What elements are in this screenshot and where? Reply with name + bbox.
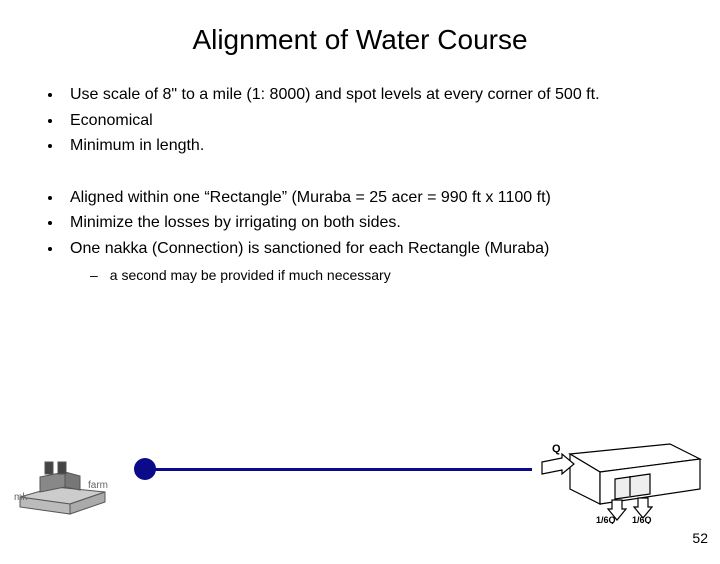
bullet-text: Use scale of 8" to a mile (1: 8000) and … xyxy=(70,84,690,106)
bullet-dot-icon xyxy=(48,196,52,200)
bullet-item: Economical xyxy=(48,110,690,132)
bullet-text: Aligned within one “Rectangle” (Muraba =… xyxy=(70,187,690,209)
bullet-item: Aligned within one “Rectangle” (Muraba =… xyxy=(48,187,690,209)
sub-bullet-text: a second may be provided if much necessa… xyxy=(110,266,391,286)
bullet-text: Minimize the losses by irrigating on bot… xyxy=(70,212,690,234)
connector-line xyxy=(152,468,532,471)
q-label-1: 1/6Q xyxy=(596,515,616,524)
q-label: Q xyxy=(552,443,561,455)
bullet-dot-icon xyxy=(48,144,52,148)
left-illustration: mk farm xyxy=(10,452,130,522)
bullet-item: Use scale of 8" to a mile (1: 8000) and … xyxy=(48,84,690,106)
left-label-farm: farm xyxy=(88,480,108,491)
bullet-item: Minimize the losses by irrigating on bot… xyxy=(48,212,690,234)
sub-bullet-item: – a second may be provided if much neces… xyxy=(90,266,690,286)
bullet-dot-icon xyxy=(48,93,52,97)
bullet-item: One nakka (Connection) is sanctioned for… xyxy=(48,238,690,260)
bullet-text: One nakka (Connection) is sanctioned for… xyxy=(70,238,690,260)
bullet-dot-icon xyxy=(48,119,52,123)
bullet-item: Minimum in length. xyxy=(48,135,690,157)
bullet-text: Economical xyxy=(70,110,690,132)
bullet-dot-icon xyxy=(48,221,52,225)
diagram-area: mk farm Q xyxy=(0,434,720,524)
slide-title: Alignment of Water Course xyxy=(0,24,720,56)
slide: Alignment of Water Course Use scale of 8… xyxy=(0,24,720,564)
dash-icon: – xyxy=(90,266,98,286)
bullet-dot-icon xyxy=(48,247,52,251)
bullet-group-1: Use scale of 8" to a mile (1: 8000) and … xyxy=(48,84,690,157)
q-label-2: 1/6Q xyxy=(632,515,652,524)
right-illustration: Q 1/6Q 1/6Q xyxy=(530,434,710,524)
bullet-text: Minimum in length. xyxy=(70,135,690,157)
bullet-group-2: Aligned within one “Rectangle” (Muraba =… xyxy=(48,187,690,285)
left-label-mk: mk xyxy=(14,492,28,503)
page-number: 52 xyxy=(692,530,708,546)
